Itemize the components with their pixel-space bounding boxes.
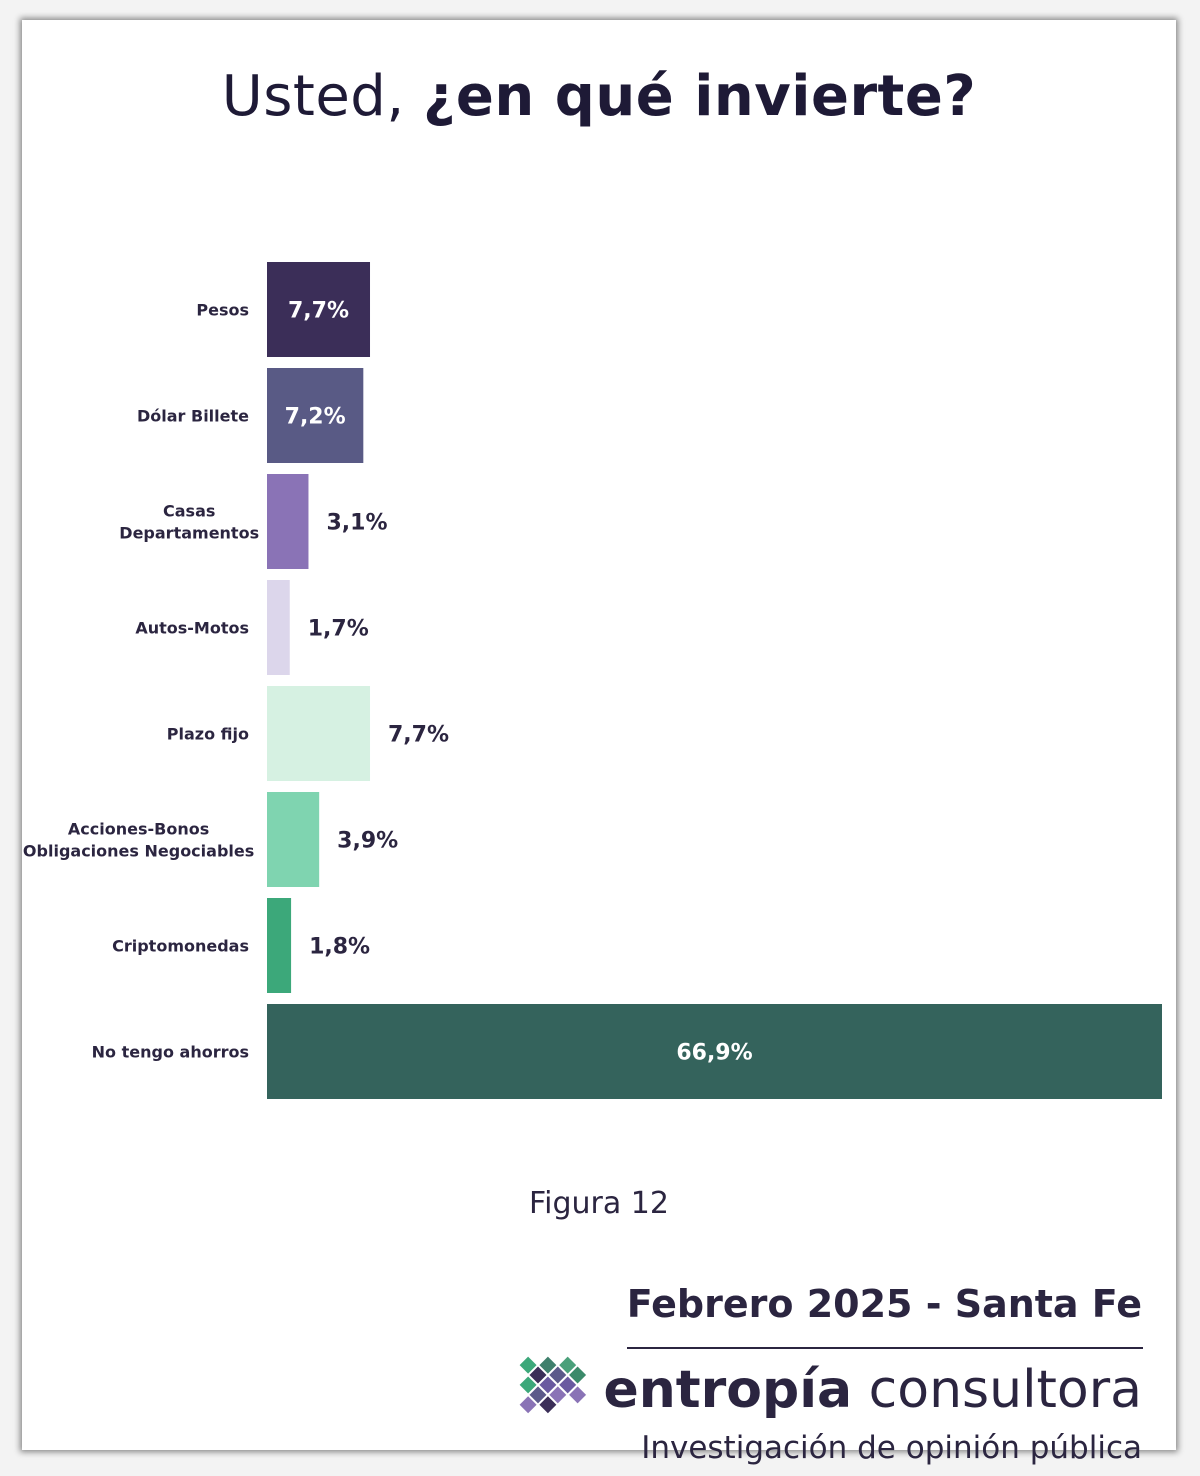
brand-tagline: Investigación de opinión pública: [641, 1430, 1142, 1466]
bar: [267, 580, 290, 675]
value-label: 66,9%: [676, 1041, 752, 1066]
bar-chart: Pesos 7,7% Dólar Billete 7,2% Casas Departame…: [23, 262, 1162, 1099]
category-label: Autos-Motos: [135, 619, 249, 638]
brand-name: entropía consultora: [604, 1360, 1143, 1420]
bar: [267, 686, 371, 781]
bar: [267, 792, 320, 887]
value-label: 7,7%: [388, 723, 449, 748]
title-bold: ¿en qué invierte?: [422, 64, 977, 129]
chart-card: Usted, ¿en qué invierte? Pesos 7,7% Dólar …: [22, 20, 1176, 1466]
value-label: 1,8%: [309, 935, 370, 960]
date-location: Febrero 2025 - Santa Fe: [626, 1282, 1142, 1326]
category-label: Pesos: [196, 301, 249, 320]
page-title: Usted, ¿en qué invierte?: [22, 64, 1176, 129]
value-label: 7,2%: [285, 405, 346, 430]
bar: [267, 262, 371, 357]
brand-bold: entropía: [603, 1360, 853, 1420]
brand-regular: consultora: [852, 1360, 1142, 1420]
category-label: No tengo ahorros: [92, 1043, 249, 1062]
category-label: Casas Departamentos: [119, 502, 259, 543]
figure-caption: Figura 12: [529, 1186, 669, 1221]
value-label: 7,7%: [288, 299, 349, 324]
category-label: Criptomonedas: [112, 937, 249, 956]
bar: [267, 474, 309, 569]
category-label: Dólar Billete: [137, 407, 249, 426]
footer-divider: [627, 1347, 1143, 1349]
value-label: 1,7%: [308, 617, 369, 642]
category-label: Plazo fijo: [167, 725, 249, 744]
entropia-logo-icon: [519, 1356, 587, 1414]
bar: [267, 368, 364, 463]
value-label: 3,9%: [337, 829, 398, 854]
bar: [267, 1004, 1162, 1099]
category-label: Acciones-Bonos Obligaciones Negociables: [23, 820, 254, 861]
bar: [267, 898, 292, 993]
title-regular: Usted,: [221, 64, 423, 129]
value-label: 3,1%: [326, 511, 387, 536]
